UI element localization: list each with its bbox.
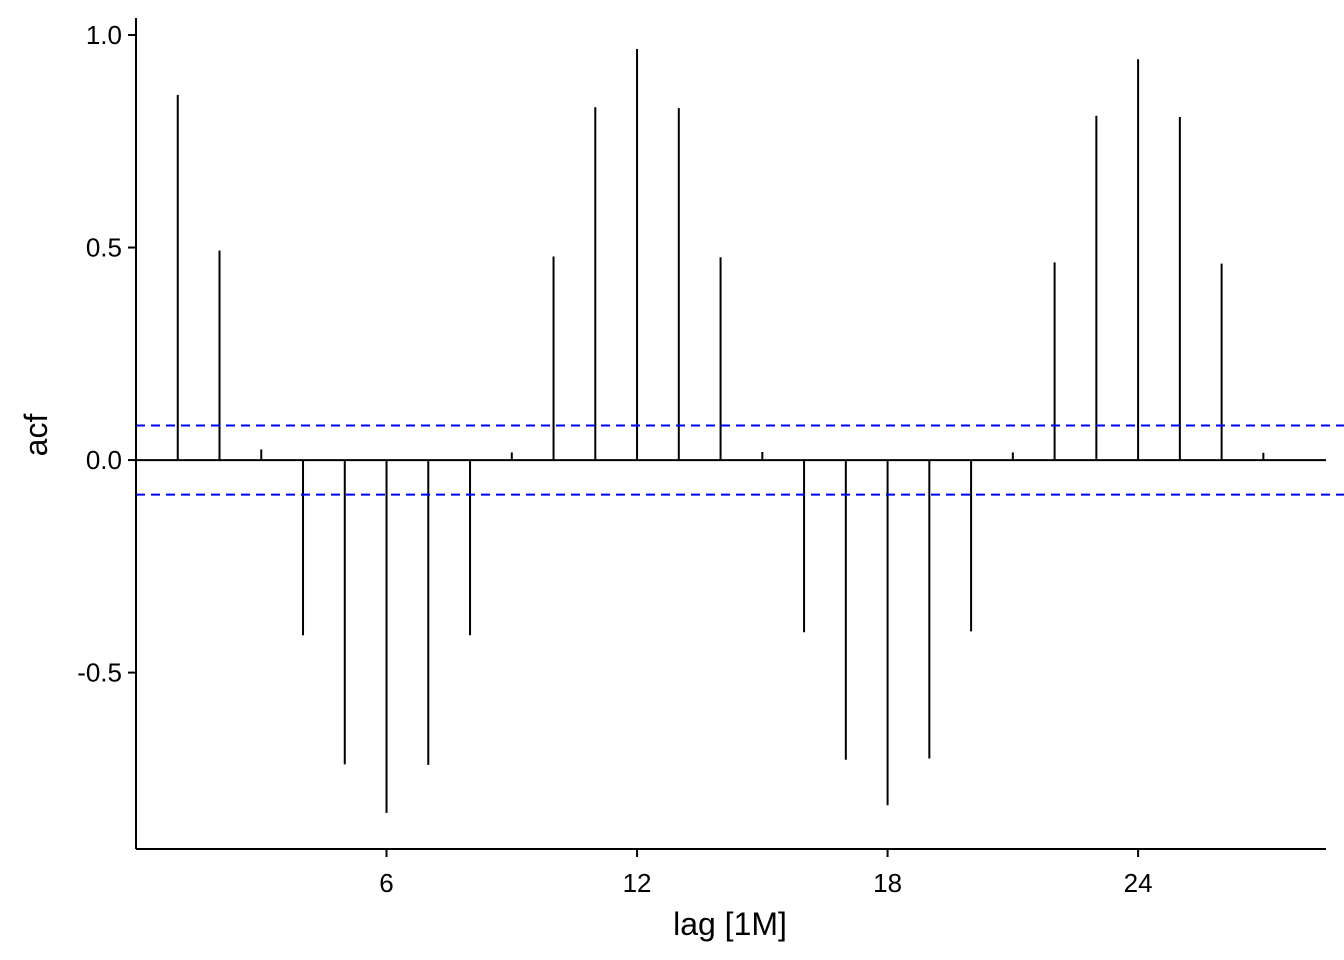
acf-spikes [176, 49, 1265, 813]
x-axis-ticks: 6 12 18 24 [379, 849, 1153, 898]
x-tick-label: 18 [873, 868, 902, 898]
x-tick-label: 12 [623, 868, 652, 898]
x-tick-label: 24 [1124, 868, 1153, 898]
y-tick-label: 0.5 [86, 233, 122, 263]
y-axis-ticks: -0.5 0.0 0.5 1.0 [77, 20, 136, 688]
y-axis-title: acf [18, 414, 54, 457]
y-tick-label: 0.0 [86, 445, 122, 475]
y-tick-label: -0.5 [77, 658, 122, 688]
x-axis-title: lag [1M] [673, 906, 787, 942]
x-tick-label: 6 [379, 868, 393, 898]
y-tick-label: 1.0 [86, 20, 122, 50]
